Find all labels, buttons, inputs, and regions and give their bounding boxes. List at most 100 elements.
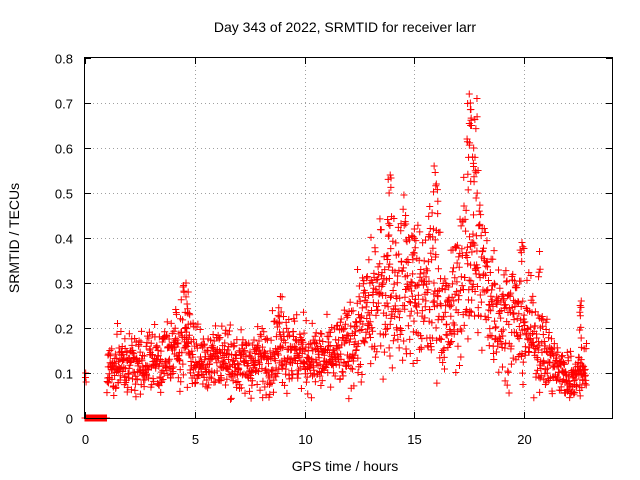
data-point: [560, 360, 568, 368]
data-point: [182, 328, 190, 336]
data-point: [565, 373, 573, 381]
data-point: [303, 373, 311, 381]
data-point: [430, 162, 438, 170]
data-point: [293, 311, 301, 319]
data-point: [428, 256, 436, 264]
data-point: [226, 321, 234, 329]
data-point: [582, 345, 590, 353]
data-point: [474, 264, 482, 272]
data-point: [210, 378, 218, 386]
data-point: [222, 381, 230, 389]
data-point: [398, 267, 406, 275]
data-point: [151, 320, 159, 328]
data-point: [384, 215, 392, 223]
data-point: [390, 215, 398, 223]
data-point: [468, 248, 476, 256]
data-point: [179, 371, 187, 379]
data-point: [465, 276, 473, 284]
data-point: [185, 310, 193, 318]
data-point: [113, 330, 121, 338]
data-point: [399, 205, 407, 213]
data-point: [378, 279, 386, 287]
data-point: [454, 296, 462, 304]
data-point: [542, 325, 550, 333]
data-point: [487, 292, 495, 300]
data-point: [412, 282, 420, 290]
data-point: [434, 293, 442, 301]
data-point: [331, 372, 339, 380]
data-point: [396, 307, 404, 315]
data-point: [518, 239, 526, 246]
data-point: [448, 337, 456, 345]
data-point: [124, 370, 132, 378]
data-point: [223, 375, 231, 383]
data-point: [385, 275, 393, 283]
data-point: [157, 347, 165, 355]
data-point: [375, 290, 383, 298]
data-point: [352, 346, 360, 354]
data-point: [200, 340, 208, 348]
data-point: [461, 273, 469, 281]
y-tick-label: 0: [66, 412, 73, 427]
data-point: [361, 339, 369, 347]
data-point: [374, 275, 382, 283]
data-point: [457, 222, 465, 230]
data-point: [393, 326, 401, 334]
data-point: [490, 247, 498, 255]
data-point: [401, 305, 409, 313]
data-point: [397, 227, 405, 235]
data-point: [387, 183, 395, 191]
data-point: [460, 321, 468, 329]
data-point: [384, 232, 392, 240]
data-point: [504, 367, 512, 375]
data-point: [480, 225, 488, 233]
data-point: [272, 373, 280, 381]
data-point: [553, 344, 561, 352]
data-point: [517, 303, 525, 311]
data-point: [426, 233, 434, 241]
data-point: [428, 209, 436, 217]
data-point: [398, 258, 406, 266]
data-point: [266, 347, 274, 355]
data-point: [526, 334, 534, 342]
data-point: [183, 300, 191, 308]
data-point: [110, 391, 118, 399]
data-point: [163, 318, 171, 326]
data-point: [455, 292, 463, 300]
data-point: [406, 350, 414, 358]
data-point: [381, 266, 389, 274]
data-point: [141, 376, 149, 384]
data-point: [317, 381, 325, 389]
data-point: [341, 320, 349, 328]
data-point: [467, 177, 475, 185]
data-point: [472, 168, 480, 176]
data-point: [581, 380, 589, 388]
data-point: [394, 335, 402, 343]
data-point: [483, 237, 491, 245]
data-point: [204, 384, 212, 392]
data-point: [560, 360, 568, 368]
data-point: [336, 318, 344, 326]
data-point: [391, 268, 399, 276]
data-point: [432, 182, 440, 190]
data-point: [390, 331, 398, 339]
data-point: [342, 337, 350, 345]
data-point: [447, 339, 455, 347]
data-point: [499, 332, 507, 340]
data-point: [302, 378, 310, 386]
data-point: [458, 282, 466, 290]
data-point: [248, 381, 256, 389]
data-point: [203, 376, 211, 384]
data-point: [256, 360, 264, 368]
data-point: [384, 324, 392, 332]
data-point: [256, 386, 264, 394]
data-point: [485, 342, 493, 350]
data-point: [450, 297, 458, 305]
data-point: [398, 327, 406, 335]
data-point: [302, 317, 310, 325]
data-point: [396, 294, 404, 302]
data-point: [539, 322, 547, 330]
data-point: [222, 326, 230, 334]
data-point: [436, 354, 444, 362]
data-point: [576, 312, 584, 320]
